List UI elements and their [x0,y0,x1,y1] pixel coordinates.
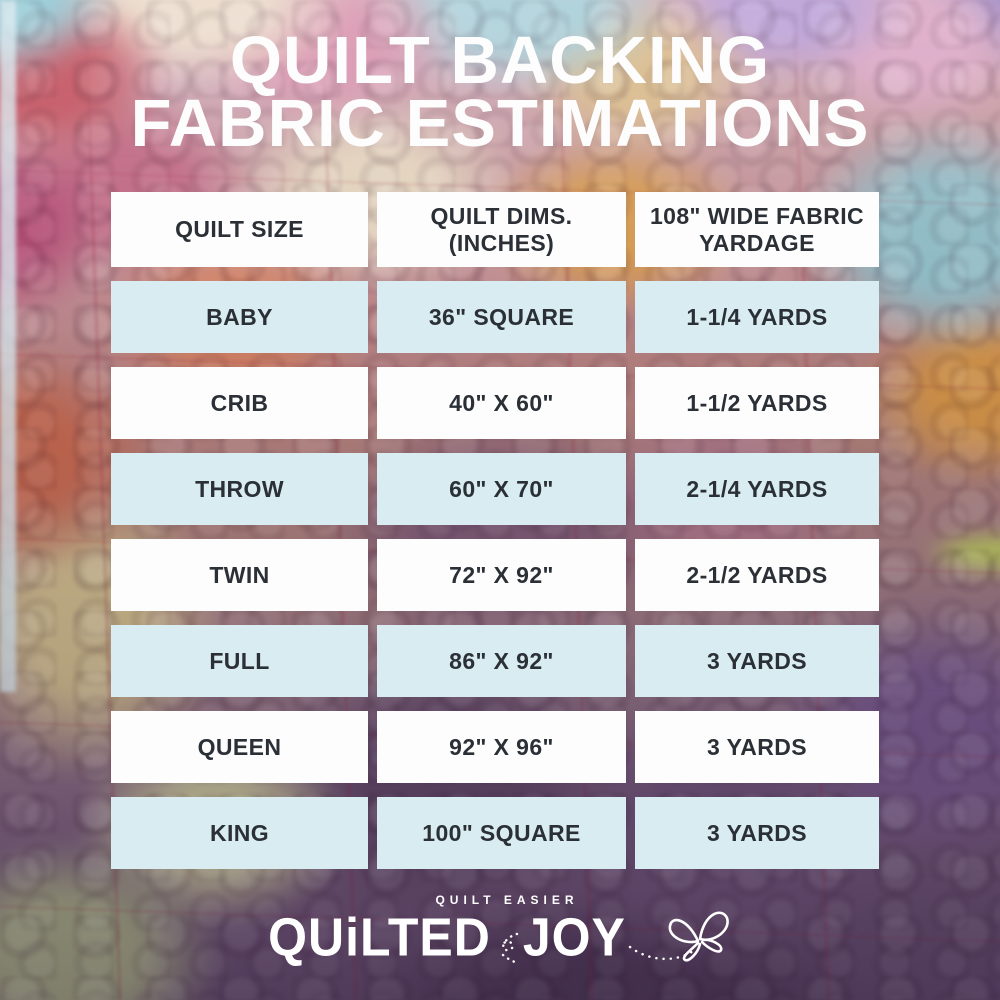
cell-yardage: 3 YARDS [635,625,879,697]
cell-yardage: 2-1/4 YARDS [635,453,879,525]
butterfly-icon [628,911,729,962]
cell-size: KING [111,797,368,869]
cell-yardage: 3 YARDS [635,711,879,783]
page-title: QUILT BACKING FABRIC ESTIMATIONS [0,23,1000,161]
logo-brand-word-joy: JOY [522,906,626,968]
header-cell-quilt-size: QUILT SIZE [111,192,368,267]
header-text: QUILT DIMS. [430,202,573,229]
title-line-1: QUILT BACKING [229,23,771,98]
stitch-swirl-icon [500,932,521,965]
cell-dims: 60" X 70" [377,453,626,525]
header-text: YARDAGE [699,229,815,256]
title-line-2: FABRIC ESTIMATIONS [130,86,870,161]
cell-size: FULL [111,625,368,697]
cell-size: QUEEN [111,711,368,783]
header-text: (INCHES) [448,229,555,256]
logo-brand-word-quilted: QUiLTED [268,906,491,968]
background-binding-stripe [0,0,16,692]
cell-dims: 72" X 92" [377,539,626,611]
cell-yardage: 3 YARDS [635,797,879,869]
cell-size: BABY [111,281,368,353]
cell-dims: 100" SQUARE [377,797,626,869]
logo-tagline: QUILT EASIER [435,893,579,907]
cell-size: CRIB [111,367,368,439]
cell-dims: 86" X 92" [377,625,626,697]
cell-size: THROW [111,453,368,525]
header-cell-quilt-dims: QUILT DIMS. (INCHES) [377,192,626,267]
fabric-estimation-table: QUILT SIZE QUILT DIMS. (INCHES) 108" WID… [111,192,879,869]
header-text: 108" WIDE FABRIC [649,202,865,229]
logo-brand: QUiLTED JOY [268,906,732,968]
quilted-joy-logo: QUILT EASIER QUiLTED JOY [0,893,1000,968]
cell-dims: 40" X 60" [377,367,626,439]
cell-yardage: 2-1/2 YARDS [635,539,879,611]
cell-yardage: 1-1/2 YARDS [635,367,879,439]
header-text: QUILT SIZE [175,216,304,242]
cell-dims: 92" X 96" [377,711,626,783]
header-cell-yardage: 108" WIDE FABRIC YARDAGE [635,192,879,267]
cell-size: TWIN [111,539,368,611]
cell-yardage: 1-1/4 YARDS [635,281,879,353]
cell-dims: 36" SQUARE [377,281,626,353]
